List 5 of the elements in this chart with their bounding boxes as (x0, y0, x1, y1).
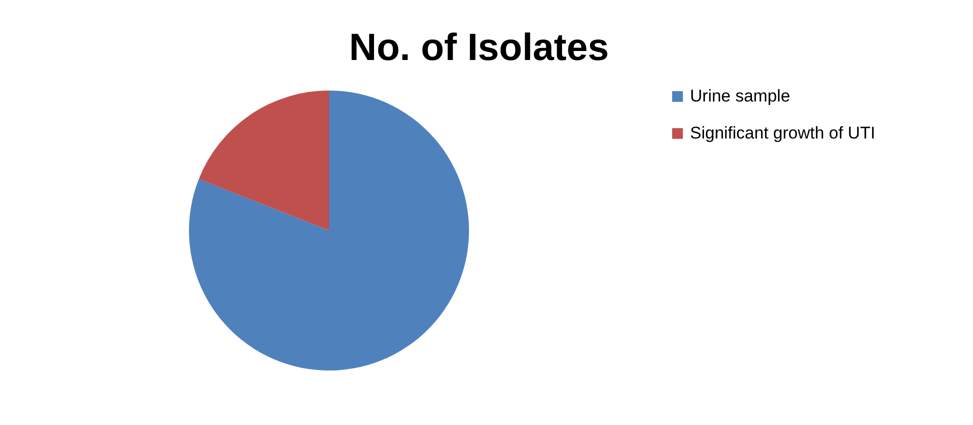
pie-slice (198, 90, 329, 230)
legend-label: Urine sample (690, 86, 790, 106)
chart-title: No. of Isolates (349, 27, 609, 69)
pie-slice (189, 90, 469, 370)
legend-label: Significant growth of UTI (690, 124, 876, 142)
